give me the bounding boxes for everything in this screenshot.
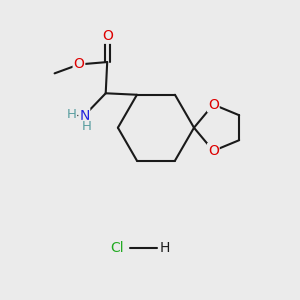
Text: O: O: [74, 57, 84, 71]
Text: H: H: [82, 120, 92, 134]
Text: H: H: [160, 241, 170, 255]
Text: N: N: [79, 109, 89, 123]
Text: O: O: [102, 29, 112, 43]
Text: O: O: [208, 144, 219, 158]
Text: O: O: [208, 98, 219, 112]
Text: H: H: [67, 108, 77, 121]
Text: Cl: Cl: [110, 241, 124, 255]
